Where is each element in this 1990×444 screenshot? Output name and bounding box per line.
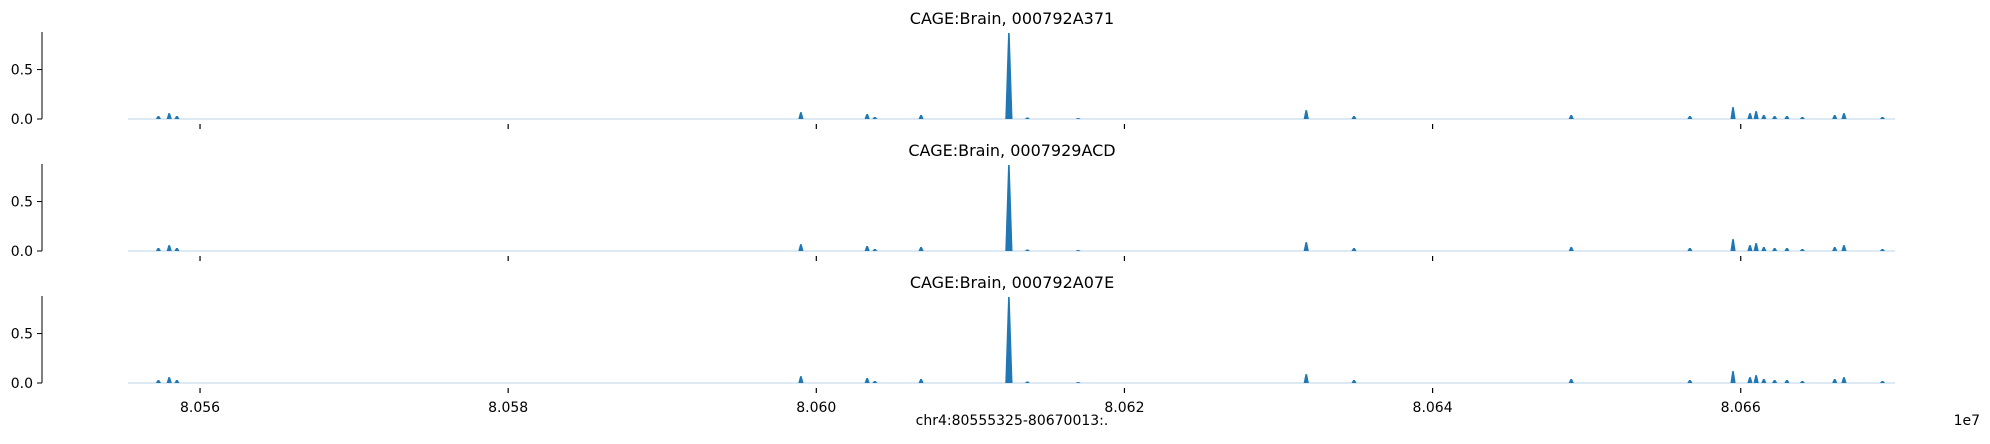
signal-peak [1841,245,1847,251]
panel-title: CAGE:Brain, 000792A07E [910,273,1114,292]
signal-peak [1075,382,1081,383]
signal-peak [1351,116,1357,119]
signal-peak [1687,248,1693,251]
panel-title: CAGE:Brain, 0007929ACD [908,141,1115,160]
signal-peak [918,247,924,251]
signal-peak [1747,377,1753,383]
signal-peak [1303,374,1309,383]
signal-peak [1772,380,1778,383]
signal-peak [1568,247,1574,251]
signal-peak [864,246,870,251]
signal-peak [1005,164,1013,251]
signal-peak [1747,113,1753,119]
signal-peak [174,116,180,119]
signal-peak [1303,242,1309,251]
x-tick-label: 8.066 [1721,400,1761,416]
x-tick-label: 8.058 [488,400,528,416]
signal-peak [1730,239,1736,251]
y-tick-label: 0.0 [11,112,33,128]
signal-peak [1761,247,1767,251]
signal-peak [1841,113,1847,119]
signal-peak [872,117,878,119]
signal-peak [1879,117,1886,119]
track-panel-3: CAGE:Brain, 000792A07E 0.0 0.5 8.056 8.058 8.… [11,273,1895,416]
signal-peak [872,249,878,251]
y-tick-label: 0.5 [11,63,33,79]
signal-peak [918,379,924,383]
signal-peak [1024,249,1030,251]
signal-peak [1784,116,1790,119]
signal-peak [166,377,172,383]
signal-peak [1730,371,1736,383]
y-tick-label: 0.5 [11,195,33,211]
signal-peak [1772,248,1778,251]
signal-peak [166,113,172,119]
signal-peak [1841,377,1847,383]
panel-title: CAGE:Brain, 000792A371 [910,9,1114,28]
y-tick-label: 0.0 [11,376,33,392]
track-panel-1: CAGE:Brain, 000792A371 0.0 0.5 [11,9,1895,129]
signal-peak [1799,381,1805,383]
signal-peak [155,248,162,251]
x-axis-label: chr4:80555325-80670013:. [916,413,1109,429]
signal-peak [1351,248,1357,251]
signal-peak [1747,245,1753,251]
x-tick-label: 8.064 [1413,400,1453,416]
signal-peak [1351,380,1357,383]
signal-peak [1832,379,1838,383]
signal-peak [1005,296,1013,383]
signal-peak [1784,380,1790,383]
signal-peak [1753,375,1759,383]
signal-peak [1303,110,1309,119]
signal-peak [1730,107,1736,119]
signal-peak [174,380,180,383]
signal-peak [1761,115,1767,119]
x-tick-label: 8.060 [796,400,836,416]
signal-peak [798,376,804,383]
signal-peak [1772,116,1778,119]
signal-peak [1024,117,1030,119]
signal-peak [1879,381,1886,383]
track-panels: CAGE:Brain, 000792A3710.00.5CAGE:Brain, … [11,9,1895,416]
signal-peak [1075,118,1081,119]
signal-peak [174,248,180,251]
signal-peak [798,112,804,119]
signal-peak [1753,243,1759,251]
signal-peak [864,114,870,119]
track-panel-2: CAGE:Brain, 0007929ACD 0.0 0.5 [11,141,1895,261]
signal-peak [1761,379,1767,383]
signal-peak [1753,111,1759,119]
signal-peak [1799,249,1805,251]
signal-peak [1024,381,1030,383]
y-tick-label: 0.0 [11,244,33,260]
signal-peak [1832,115,1838,119]
signal-peak [1005,32,1013,119]
signal-peak [1799,117,1805,119]
signal-peak [155,380,162,383]
signal-peak [798,244,804,251]
x-tick-label: 8.056 [180,400,220,416]
signal-peak [1879,249,1886,251]
signal-peak [155,116,162,119]
y-tick-label: 0.5 [11,327,33,343]
signal-peak [1075,250,1081,251]
signal-peak [166,245,172,251]
x-tick-label: 8.062 [1104,400,1144,416]
signal-peak [1832,247,1838,251]
signal-peak [864,378,870,383]
signal-peak [1687,116,1693,119]
signal-peak [1687,380,1693,383]
signal-peak [1784,248,1790,251]
signal-peak [1568,379,1574,383]
signal-peak [1568,115,1574,119]
signal-peak [872,381,878,383]
signal-peak [918,115,924,119]
x-axis-offset-label: 1e7 [1954,413,1980,429]
